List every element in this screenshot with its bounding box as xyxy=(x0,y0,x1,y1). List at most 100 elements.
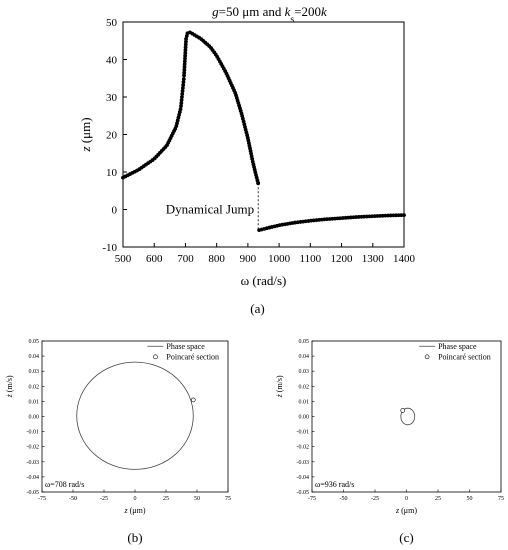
caption-a: (a) xyxy=(250,301,264,316)
x-tick-label-c: -25 xyxy=(371,496,379,502)
data-point xyxy=(180,95,184,99)
y-tick-label-b: -0.02 xyxy=(27,445,40,451)
y-tick-label-c: -0.03 xyxy=(297,460,310,466)
x-tick-label-b: -25 xyxy=(100,496,108,502)
x-tick-label-a: 1000 xyxy=(268,253,291,265)
y-tick-label-b: -0.04 xyxy=(27,475,40,481)
x-tick-label-a: 1400 xyxy=(393,253,416,265)
data-point xyxy=(386,213,390,218)
y-tick-label-b: 0.05 xyxy=(29,339,40,345)
legend-label: Phase space xyxy=(438,342,477,351)
data-point xyxy=(179,98,184,102)
x-tick-label-a: 1300 xyxy=(362,253,385,265)
y-tick-label-b: -0.01 xyxy=(27,430,40,436)
x-tick-label-a: 1100 xyxy=(300,253,322,265)
caption-c: (c) xyxy=(399,530,413,545)
data-point xyxy=(182,73,186,78)
legend-label: Phase space xyxy=(166,342,205,351)
phase-space-orbit xyxy=(76,361,194,470)
chart-title-a-part: g xyxy=(212,4,219,19)
y-axis-label-a: z (μm) xyxy=(78,117,93,152)
y-tick-label-a: 0 xyxy=(112,205,118,217)
y-tick-label-c: 0.03 xyxy=(299,369,310,375)
data-point xyxy=(180,92,185,96)
data-point xyxy=(179,101,184,105)
y-tick-label-a: 10 xyxy=(106,167,118,179)
y-axis-label-a-part: z xyxy=(78,146,93,152)
x-tick-label-b: -50 xyxy=(69,496,77,502)
x-tick-label-a: 700 xyxy=(177,253,194,265)
chart-title-a: g=50 μm and ks=200k xyxy=(212,4,327,25)
x-tick-label-a: 600 xyxy=(146,253,163,265)
data-point xyxy=(183,42,188,47)
y-axis-label-part: ż xyxy=(275,393,284,398)
y-axis-label-b: ż (m/s) xyxy=(5,375,14,398)
y-tick-label-a: 50 xyxy=(106,17,118,29)
x-tick-label-c: -75 xyxy=(308,496,316,502)
legend-label: Poincaré section xyxy=(438,352,491,361)
y-tick-label-c: 0.05 xyxy=(299,339,310,345)
series-a-0 xyxy=(121,30,261,186)
data-point xyxy=(182,67,187,72)
phase-space-orbit xyxy=(400,407,416,426)
y-tick-label-b: -0.05 xyxy=(27,490,40,496)
data-point xyxy=(182,70,187,75)
x-tick-label-b: 75 xyxy=(225,496,231,502)
poincare-point xyxy=(400,408,406,413)
data-point xyxy=(396,213,401,218)
plot-frame-c xyxy=(311,340,502,493)
data-point xyxy=(391,213,396,218)
y-tick-label-c: -0.04 xyxy=(297,475,310,481)
x-tick-label-c: 50 xyxy=(467,496,473,502)
x-tick-label-c: -50 xyxy=(340,496,348,502)
poincare-point xyxy=(190,397,196,403)
y-axis-label-part: (m/s) xyxy=(275,375,284,394)
legend-marker-swatch xyxy=(153,354,158,360)
x-axis-label-b-part: (μm) xyxy=(128,506,146,515)
data-point xyxy=(180,86,185,90)
x-tick-label-a: 500 xyxy=(115,253,132,265)
data-point xyxy=(183,53,188,58)
data-point xyxy=(178,107,183,112)
x-tick-label-a: 1200 xyxy=(331,253,354,265)
x-axis-label-a: ω (rad/s) xyxy=(241,273,287,288)
data-point xyxy=(180,89,185,93)
x-tick-label-b: 0 xyxy=(134,496,137,502)
x-tick-label-a: 800 xyxy=(208,253,225,265)
data-point xyxy=(402,213,406,218)
data-point xyxy=(181,83,186,87)
x-axis-label-c-part: z xyxy=(395,506,400,515)
data-point xyxy=(183,48,188,53)
y-tick-label-b: 0.03 xyxy=(29,369,40,375)
legend-marker-swatch xyxy=(424,354,430,360)
x-tick-label-c: 0 xyxy=(405,496,408,502)
data-point xyxy=(181,80,186,84)
x-axis-label-c: z (μm) xyxy=(395,506,417,515)
omega-annotation-b: ω=708 rad/s xyxy=(45,480,84,489)
y-axis-label-a-part: (μm) xyxy=(78,117,93,146)
y-tick-label-c: 0.02 xyxy=(299,384,310,390)
x-axis-label-b: z (μm) xyxy=(124,506,146,515)
chart-title-a-part: =200 xyxy=(294,4,321,19)
chart-title-a-part: s xyxy=(290,14,294,25)
x-axis-label-b-part: z xyxy=(124,506,129,515)
data-point xyxy=(399,213,404,218)
series-a-1 xyxy=(257,213,406,233)
y-tick-label-c: -0.05 xyxy=(297,490,310,496)
data-point xyxy=(183,45,188,50)
x-tick-label-b: -75 xyxy=(38,496,46,502)
data-point xyxy=(250,156,255,161)
legend-label: Poincaré section xyxy=(166,352,219,361)
y-tick-label-a: -10 xyxy=(102,242,117,254)
x-tick-label-b: 50 xyxy=(194,496,200,502)
data-point xyxy=(388,213,393,218)
panel-b: -75 -50 -25 0 25 50 75 -0.05 -0.04 -0.03 -0.02 -0.0… xyxy=(5,339,231,545)
y-tick-label-c: -0.02 xyxy=(297,445,310,451)
data-point xyxy=(394,213,398,218)
data-point xyxy=(182,62,187,67)
omega-annotation-c: ω=936 rad/s xyxy=(315,480,354,489)
data-point xyxy=(183,51,188,55)
y-tick-label-a: 20 xyxy=(106,130,118,142)
caption-b: (b) xyxy=(127,530,142,545)
